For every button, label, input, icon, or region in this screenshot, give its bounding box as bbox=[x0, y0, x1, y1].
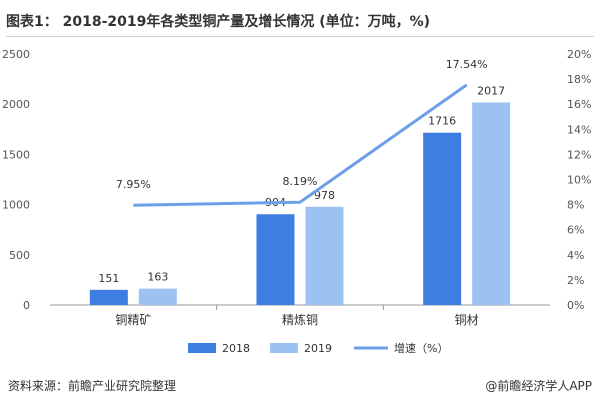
y-right-tick-label: 4% bbox=[567, 249, 584, 262]
brand-text: @前瞻经济学人APP bbox=[485, 379, 592, 393]
y-right-tick-label: 18% bbox=[567, 73, 591, 86]
growth-value-label: 17.54% bbox=[446, 58, 488, 71]
bar-2018 bbox=[89, 289, 128, 305]
legend-swatch-2018 bbox=[188, 343, 216, 353]
y-right-tick-label: 10% bbox=[567, 174, 591, 187]
bar-value-label: 978 bbox=[314, 189, 335, 202]
chart-title: 图表1： 2018-2019年各类型铜产量及增长情况 (单位：万吨，%) bbox=[6, 14, 431, 30]
bar-value-label: 151 bbox=[98, 272, 119, 285]
y-right-tick-label: 8% bbox=[567, 199, 584, 212]
chart-svg: 0 500 1000 1500 2000 2500 0% 2% 4% 6% 8% 10% 12% 14% 1… bbox=[2, 48, 591, 355]
y-left-tick-label: 0 bbox=[23, 299, 30, 312]
y-left-tick-label: 1500 bbox=[2, 148, 30, 161]
y-right-tick-label: 6% bbox=[567, 224, 584, 237]
growth-value-label: 7.95% bbox=[116, 178, 151, 191]
growth-value-label: 8.19% bbox=[283, 175, 318, 188]
legend-label: 2018 bbox=[222, 342, 250, 355]
brand-label: @前瞻经济学人APP bbox=[485, 377, 592, 394]
category-label: 铜材 bbox=[455, 312, 479, 327]
bar-2019 bbox=[472, 102, 511, 305]
bar-2018 bbox=[423, 132, 462, 305]
legend-swatch-2019 bbox=[270, 343, 298, 353]
y-left-tick-label: 2000 bbox=[2, 98, 30, 111]
title-divider bbox=[6, 36, 594, 37]
bar-2019 bbox=[138, 288, 177, 305]
title-bar: 图表1： 2018-2019年各类型铜产量及增长情况 (单位：万吨，%) bbox=[0, 0, 600, 37]
y-right-tick-label: 2% bbox=[567, 274, 584, 287]
bar-2019 bbox=[305, 206, 344, 305]
category-label: 精炼铜 bbox=[282, 312, 318, 327]
y-left-tick-label: 1000 bbox=[2, 199, 30, 212]
legend-label: 2019 bbox=[304, 342, 332, 355]
bar-2018 bbox=[256, 214, 295, 305]
y-right-tick-label: 12% bbox=[567, 148, 591, 161]
y-right-tick-label: 14% bbox=[567, 123, 591, 136]
category-label: 铜精矿 bbox=[115, 312, 151, 327]
y-left-tick-label: 2500 bbox=[2, 48, 30, 61]
bar-value-label: 163 bbox=[147, 271, 168, 284]
source-note: 资料来源：前瞻产业研究院整理 bbox=[8, 379, 177, 393]
y-right-tick-label: 0% bbox=[567, 299, 584, 312]
bar-value-label: 1716 bbox=[428, 115, 456, 128]
legend-label: 增速（%） bbox=[394, 341, 448, 355]
bar-value-label: 2017 bbox=[477, 84, 505, 97]
y-left-tick-label: 500 bbox=[9, 249, 30, 262]
y-right-tick-label: 20% bbox=[567, 48, 591, 61]
growth-line bbox=[133, 83, 468, 207]
y-right-tick-label: 16% bbox=[567, 98, 591, 111]
